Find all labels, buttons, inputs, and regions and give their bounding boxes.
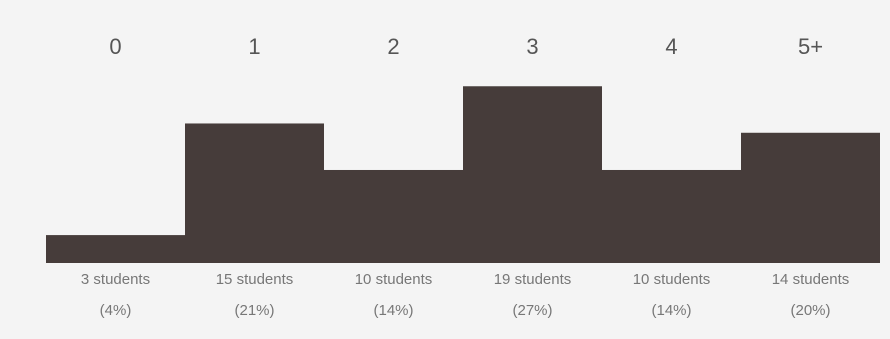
- count-label-2: 10 students: [355, 271, 433, 288]
- percent-label-5: (20%): [790, 302, 830, 319]
- bars-layer: [46, 86, 880, 263]
- bar-4: [602, 169, 741, 263]
- category-label-4: 4: [665, 34, 677, 59]
- percent-label-2: (14%): [373, 302, 413, 319]
- percent-label-4: (14%): [651, 302, 691, 319]
- percent-label-3: (27%): [512, 302, 552, 319]
- count-label-0: 3 students: [81, 271, 150, 288]
- bar-5: [741, 132, 880, 263]
- labels-layer: 0 3 students (4%) 1 15 students (21%) 2 10 stud…: [81, 34, 849, 319]
- count-label-3: 19 students: [494, 271, 572, 288]
- category-label-0: 0: [109, 34, 121, 59]
- bar-2: [324, 169, 463, 263]
- category-label-3: 3: [526, 34, 538, 59]
- percent-label-0: (4%): [100, 302, 132, 319]
- category-label-2: 2: [387, 34, 399, 59]
- percent-label-1: (21%): [234, 302, 274, 319]
- bar-1: [185, 123, 324, 263]
- count-label-5: 14 students: [772, 271, 850, 288]
- count-label-4: 10 students: [633, 271, 711, 288]
- count-label-1: 15 students: [216, 271, 294, 288]
- bar-0: [46, 235, 185, 263]
- category-label-1: 1: [248, 34, 260, 59]
- category-label-5: 5+: [798, 34, 823, 59]
- bar-3: [463, 86, 602, 263]
